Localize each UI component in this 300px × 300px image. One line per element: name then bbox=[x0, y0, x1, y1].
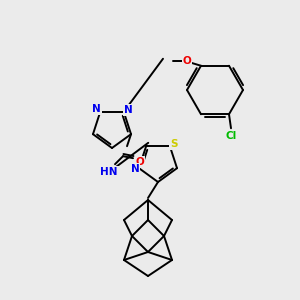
Text: Cl: Cl bbox=[225, 131, 237, 141]
Text: HN: HN bbox=[100, 167, 118, 177]
Text: S: S bbox=[170, 139, 178, 149]
Text: O: O bbox=[183, 56, 191, 66]
Text: O: O bbox=[136, 157, 144, 167]
Text: N: N bbox=[130, 164, 140, 174]
Text: N: N bbox=[92, 104, 100, 114]
Text: N: N bbox=[124, 105, 133, 115]
